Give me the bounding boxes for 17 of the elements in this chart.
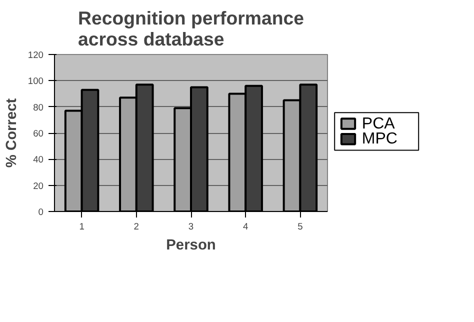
y-tick-label: 0 — [38, 207, 44, 217]
y-tick-label: 60 — [33, 128, 44, 138]
x-tick-label: 1 — [79, 222, 84, 232]
legend-label: MPC — [362, 130, 398, 148]
x-tick-label: 5 — [298, 222, 303, 232]
x-tick-label: 4 — [243, 222, 248, 232]
y-tick-label: 40 — [33, 154, 44, 165]
x-tick-label: 3 — [188, 222, 194, 232]
y-axis-title: % Correct — [4, 98, 20, 168]
x-tick-label: 2 — [134, 222, 140, 232]
legend-label: PCA — [362, 115, 396, 132]
chart-title: Recognition performance across database — [78, 8, 304, 50]
y-tick-label: 100 — [28, 76, 44, 86]
y-tick-label: 120 — [28, 50, 44, 60]
x-axis-title: Person — [166, 238, 216, 254]
y-tick-label: 80 — [33, 102, 44, 112]
y-tick-label: 20 — [33, 180, 44, 191]
